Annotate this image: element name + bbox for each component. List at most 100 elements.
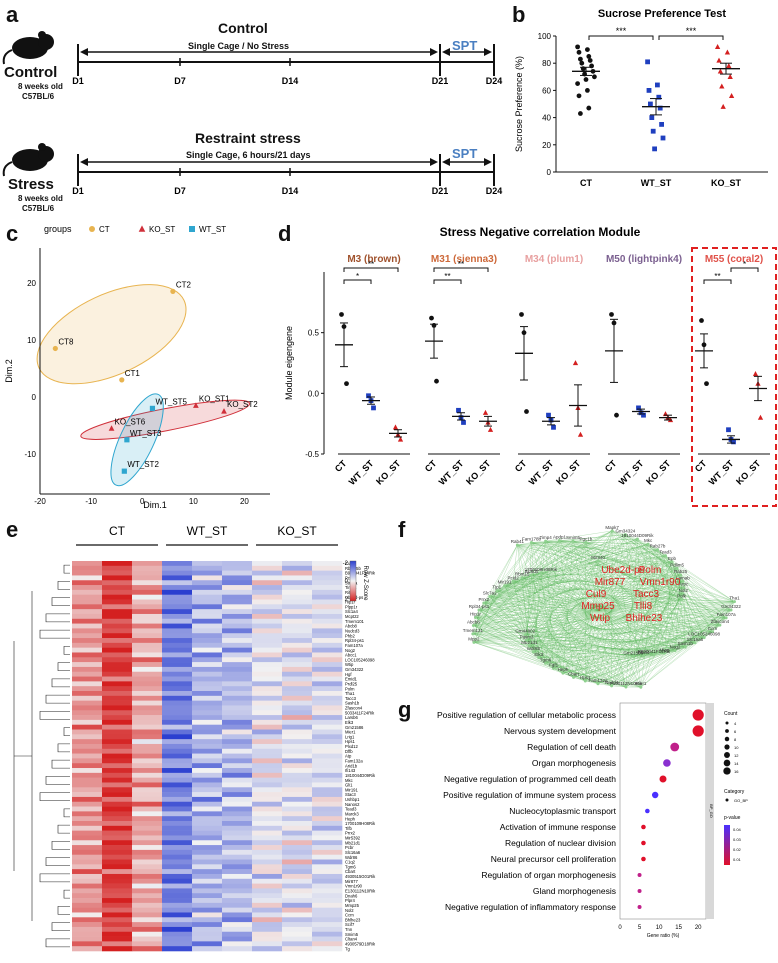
heatmap-cell bbox=[162, 686, 192, 691]
data-point bbox=[577, 50, 582, 55]
heatmap-cell bbox=[72, 604, 102, 609]
heatmap-cell bbox=[282, 604, 312, 609]
heatmap-cell bbox=[222, 662, 252, 667]
heatmap-cell bbox=[252, 927, 282, 932]
network-node-label: Tgm6 bbox=[540, 657, 552, 662]
heatmap-cell bbox=[222, 681, 252, 686]
heatmap-cell bbox=[132, 590, 162, 595]
heatmap-cell bbox=[282, 864, 312, 869]
heatmap-cell bbox=[132, 782, 162, 787]
network-node-label: Zfascon4 bbox=[711, 619, 730, 624]
data-point bbox=[575, 81, 580, 86]
heatmap-cell bbox=[312, 821, 342, 826]
go-term-label: Activation of immune response bbox=[500, 822, 616, 832]
data-point bbox=[592, 74, 597, 79]
heatmap-cell bbox=[192, 595, 222, 600]
heatmap-cell bbox=[312, 571, 342, 576]
heatmap-cell bbox=[132, 941, 162, 946]
heatmap-cell bbox=[312, 773, 342, 778]
heatmap-cell bbox=[312, 585, 342, 590]
heatmap-cell bbox=[252, 705, 282, 710]
heatmap-cell bbox=[162, 797, 192, 802]
data-point bbox=[339, 312, 344, 317]
heatmap-cell bbox=[222, 807, 252, 812]
heatmap-cell bbox=[252, 903, 282, 908]
dendrogram-branch bbox=[64, 890, 70, 898]
heatmap-cell bbox=[252, 677, 282, 682]
go-term-label: Positive regulation of immune system pro… bbox=[443, 790, 616, 800]
heatmap-cell bbox=[282, 826, 312, 831]
heatmap-cell bbox=[282, 835, 312, 840]
heatmap-cell bbox=[312, 710, 342, 715]
heatmap-cell bbox=[222, 734, 252, 739]
heatmap-cell bbox=[162, 624, 192, 629]
heatmap-cell bbox=[102, 739, 132, 744]
heatmap-cell bbox=[132, 744, 162, 749]
hub-gene-label: Polm bbox=[639, 565, 662, 576]
heatmap-cell bbox=[252, 672, 282, 677]
heatmap-cell bbox=[222, 686, 252, 691]
heatmap-cell bbox=[162, 734, 192, 739]
dendrogram-branch bbox=[58, 581, 70, 589]
heatmap-cell bbox=[102, 657, 132, 662]
y-tick-label: 80 bbox=[542, 59, 551, 68]
heatmap-cell bbox=[132, 595, 162, 600]
stress-spt-label: SPT bbox=[452, 146, 477, 161]
heatmap-cell bbox=[102, 701, 132, 706]
heatmap-cell bbox=[252, 816, 282, 821]
heatmap-cell bbox=[192, 628, 222, 633]
heatmap-cell bbox=[222, 758, 252, 763]
heatmap-cell bbox=[282, 672, 312, 677]
heatmap-cell bbox=[252, 667, 282, 672]
y-tick-label: 100 bbox=[538, 32, 552, 41]
control-spt-label: SPT bbox=[452, 38, 477, 53]
heatmap-cell bbox=[312, 778, 342, 783]
heatmap-cell bbox=[282, 888, 312, 893]
category-legend-dot bbox=[726, 799, 729, 802]
heatmap-cell bbox=[282, 600, 312, 605]
heatmap-cell bbox=[102, 782, 132, 787]
data-point bbox=[488, 427, 493, 432]
go-term-dot bbox=[638, 873, 642, 877]
heatmap-cell bbox=[162, 595, 192, 600]
heatmap-cell bbox=[252, 662, 282, 667]
heatmap-cell bbox=[252, 768, 282, 773]
heatmap-cell bbox=[192, 609, 222, 614]
heatmap-cell bbox=[282, 643, 312, 648]
heatmap-cell bbox=[312, 677, 342, 682]
heatmap-cell bbox=[282, 715, 312, 720]
heatmap-cell bbox=[222, 575, 252, 580]
x-tick-label: CT bbox=[603, 458, 619, 474]
data-point bbox=[652, 146, 657, 151]
heatmap-cell bbox=[222, 696, 252, 701]
hub-gene-label: Mir877 bbox=[595, 577, 626, 588]
y-axis-label: Module eigengene bbox=[284, 326, 294, 400]
point-label: WT_ST5 bbox=[155, 397, 187, 406]
network-node-label: Pdlim5 bbox=[670, 562, 684, 567]
heatmap-cell bbox=[132, 681, 162, 686]
heatmap-cell bbox=[222, 648, 252, 653]
heatmap-cell bbox=[282, 850, 312, 855]
timeline-day-label: D14 bbox=[282, 76, 299, 86]
heatmap-cell bbox=[222, 638, 252, 643]
heatmap-cell bbox=[222, 672, 252, 677]
heatmap-cell bbox=[312, 696, 342, 701]
heatmap-cell bbox=[252, 600, 282, 605]
heatmap-cell bbox=[132, 585, 162, 590]
heatmap-cell bbox=[282, 720, 312, 725]
dendrogram-branch bbox=[64, 728, 70, 736]
heatmap-cell bbox=[72, 763, 102, 768]
heatmap-cell bbox=[102, 730, 132, 735]
color-key-title: Row Z-Score bbox=[362, 565, 368, 601]
heatmap-cell bbox=[312, 922, 342, 927]
data-point bbox=[578, 57, 583, 62]
heatmap-cell bbox=[72, 937, 102, 942]
heatmap-cell bbox=[252, 946, 282, 951]
heatmap-cell bbox=[252, 860, 282, 865]
heatmap-cell bbox=[162, 912, 192, 917]
heatmap-cell bbox=[312, 787, 342, 792]
heatmap-cell bbox=[312, 638, 342, 643]
heatmap-cell bbox=[282, 585, 312, 590]
